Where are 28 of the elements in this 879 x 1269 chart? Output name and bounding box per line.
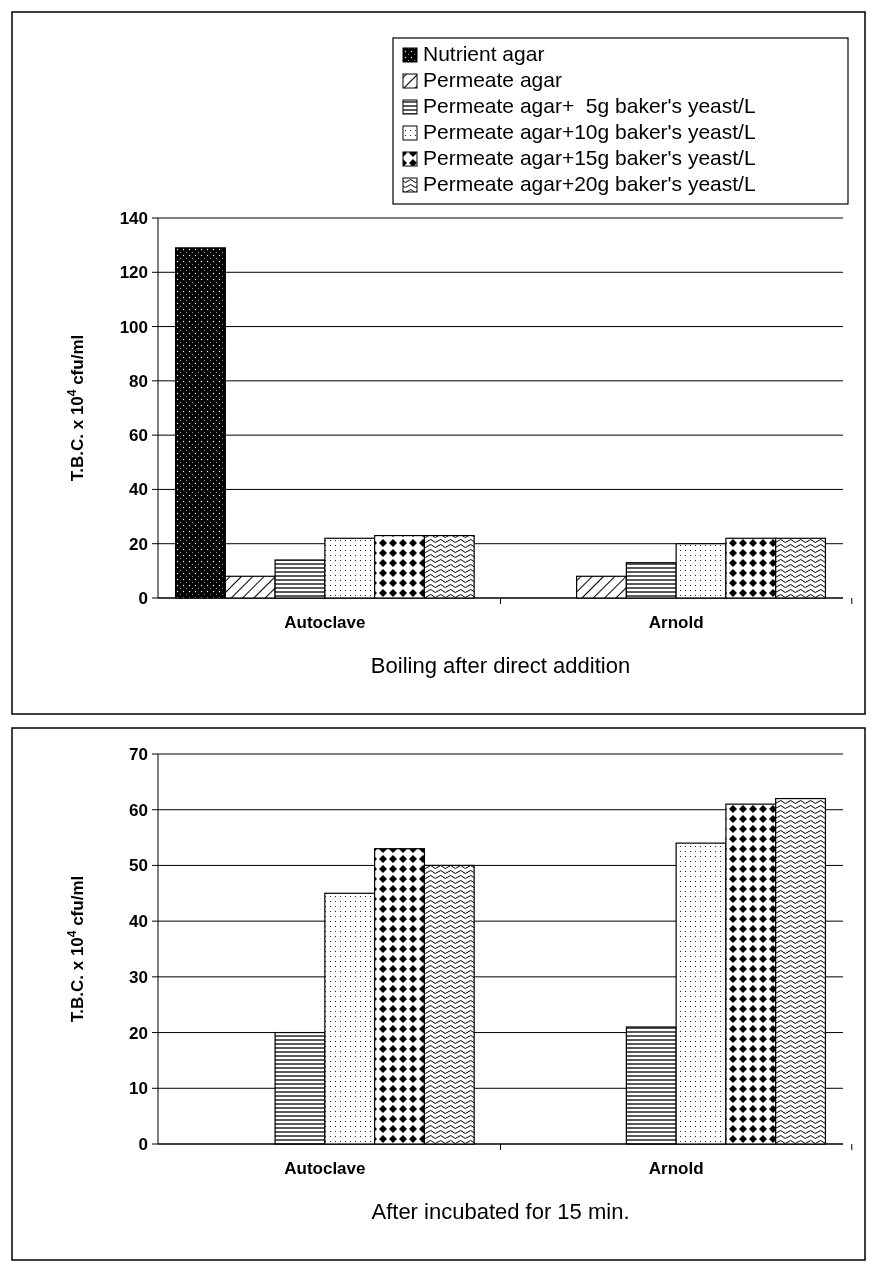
- y-tick-label: 100: [119, 317, 148, 337]
- y-tick-label: 60: [129, 426, 148, 446]
- y-tick-label: 120: [119, 263, 148, 283]
- y-tick-label: 40: [129, 480, 148, 500]
- x-tick-label: Autoclave: [284, 613, 366, 632]
- y-tick-label: 10: [129, 1079, 148, 1099]
- legend-label: Permeate agar+15g baker's yeast/L: [423, 146, 756, 169]
- y-tick-label: 140: [119, 208, 148, 228]
- y-tick-label: 0: [138, 1134, 148, 1154]
- y-tick-label: 60: [129, 800, 148, 820]
- y-tick-label: 80: [129, 371, 148, 391]
- x-axis-title: After incubated for 15 min.: [371, 1199, 630, 1224]
- x-tick-label: Arnold: [648, 1159, 704, 1178]
- y-tick-label: 40: [129, 912, 148, 932]
- y-tick-label: 20: [129, 534, 148, 554]
- legend-label: Permeate agar: [423, 68, 562, 91]
- y-tick-label: 20: [129, 1023, 148, 1043]
- y-tick-label: 70: [129, 744, 148, 764]
- x-tick-label: Autoclave: [284, 1159, 366, 1178]
- x-tick-label: Arnold: [648, 613, 704, 632]
- y-tick-label: 50: [129, 856, 148, 876]
- legend-label: Permeate agar+20g baker's yeast/L: [423, 172, 756, 195]
- legend-label: Permeate agar+ 5g baker's yeast/L: [423, 94, 756, 117]
- y-tick-label: 30: [129, 967, 148, 987]
- x-axis-title: Boiling after direct addition: [370, 653, 631, 678]
- legend-label: Nutrient agar: [423, 42, 545, 65]
- y-tick-label: 0: [138, 588, 148, 608]
- legend-label: Permeate agar+10g baker's yeast/L: [423, 120, 756, 143]
